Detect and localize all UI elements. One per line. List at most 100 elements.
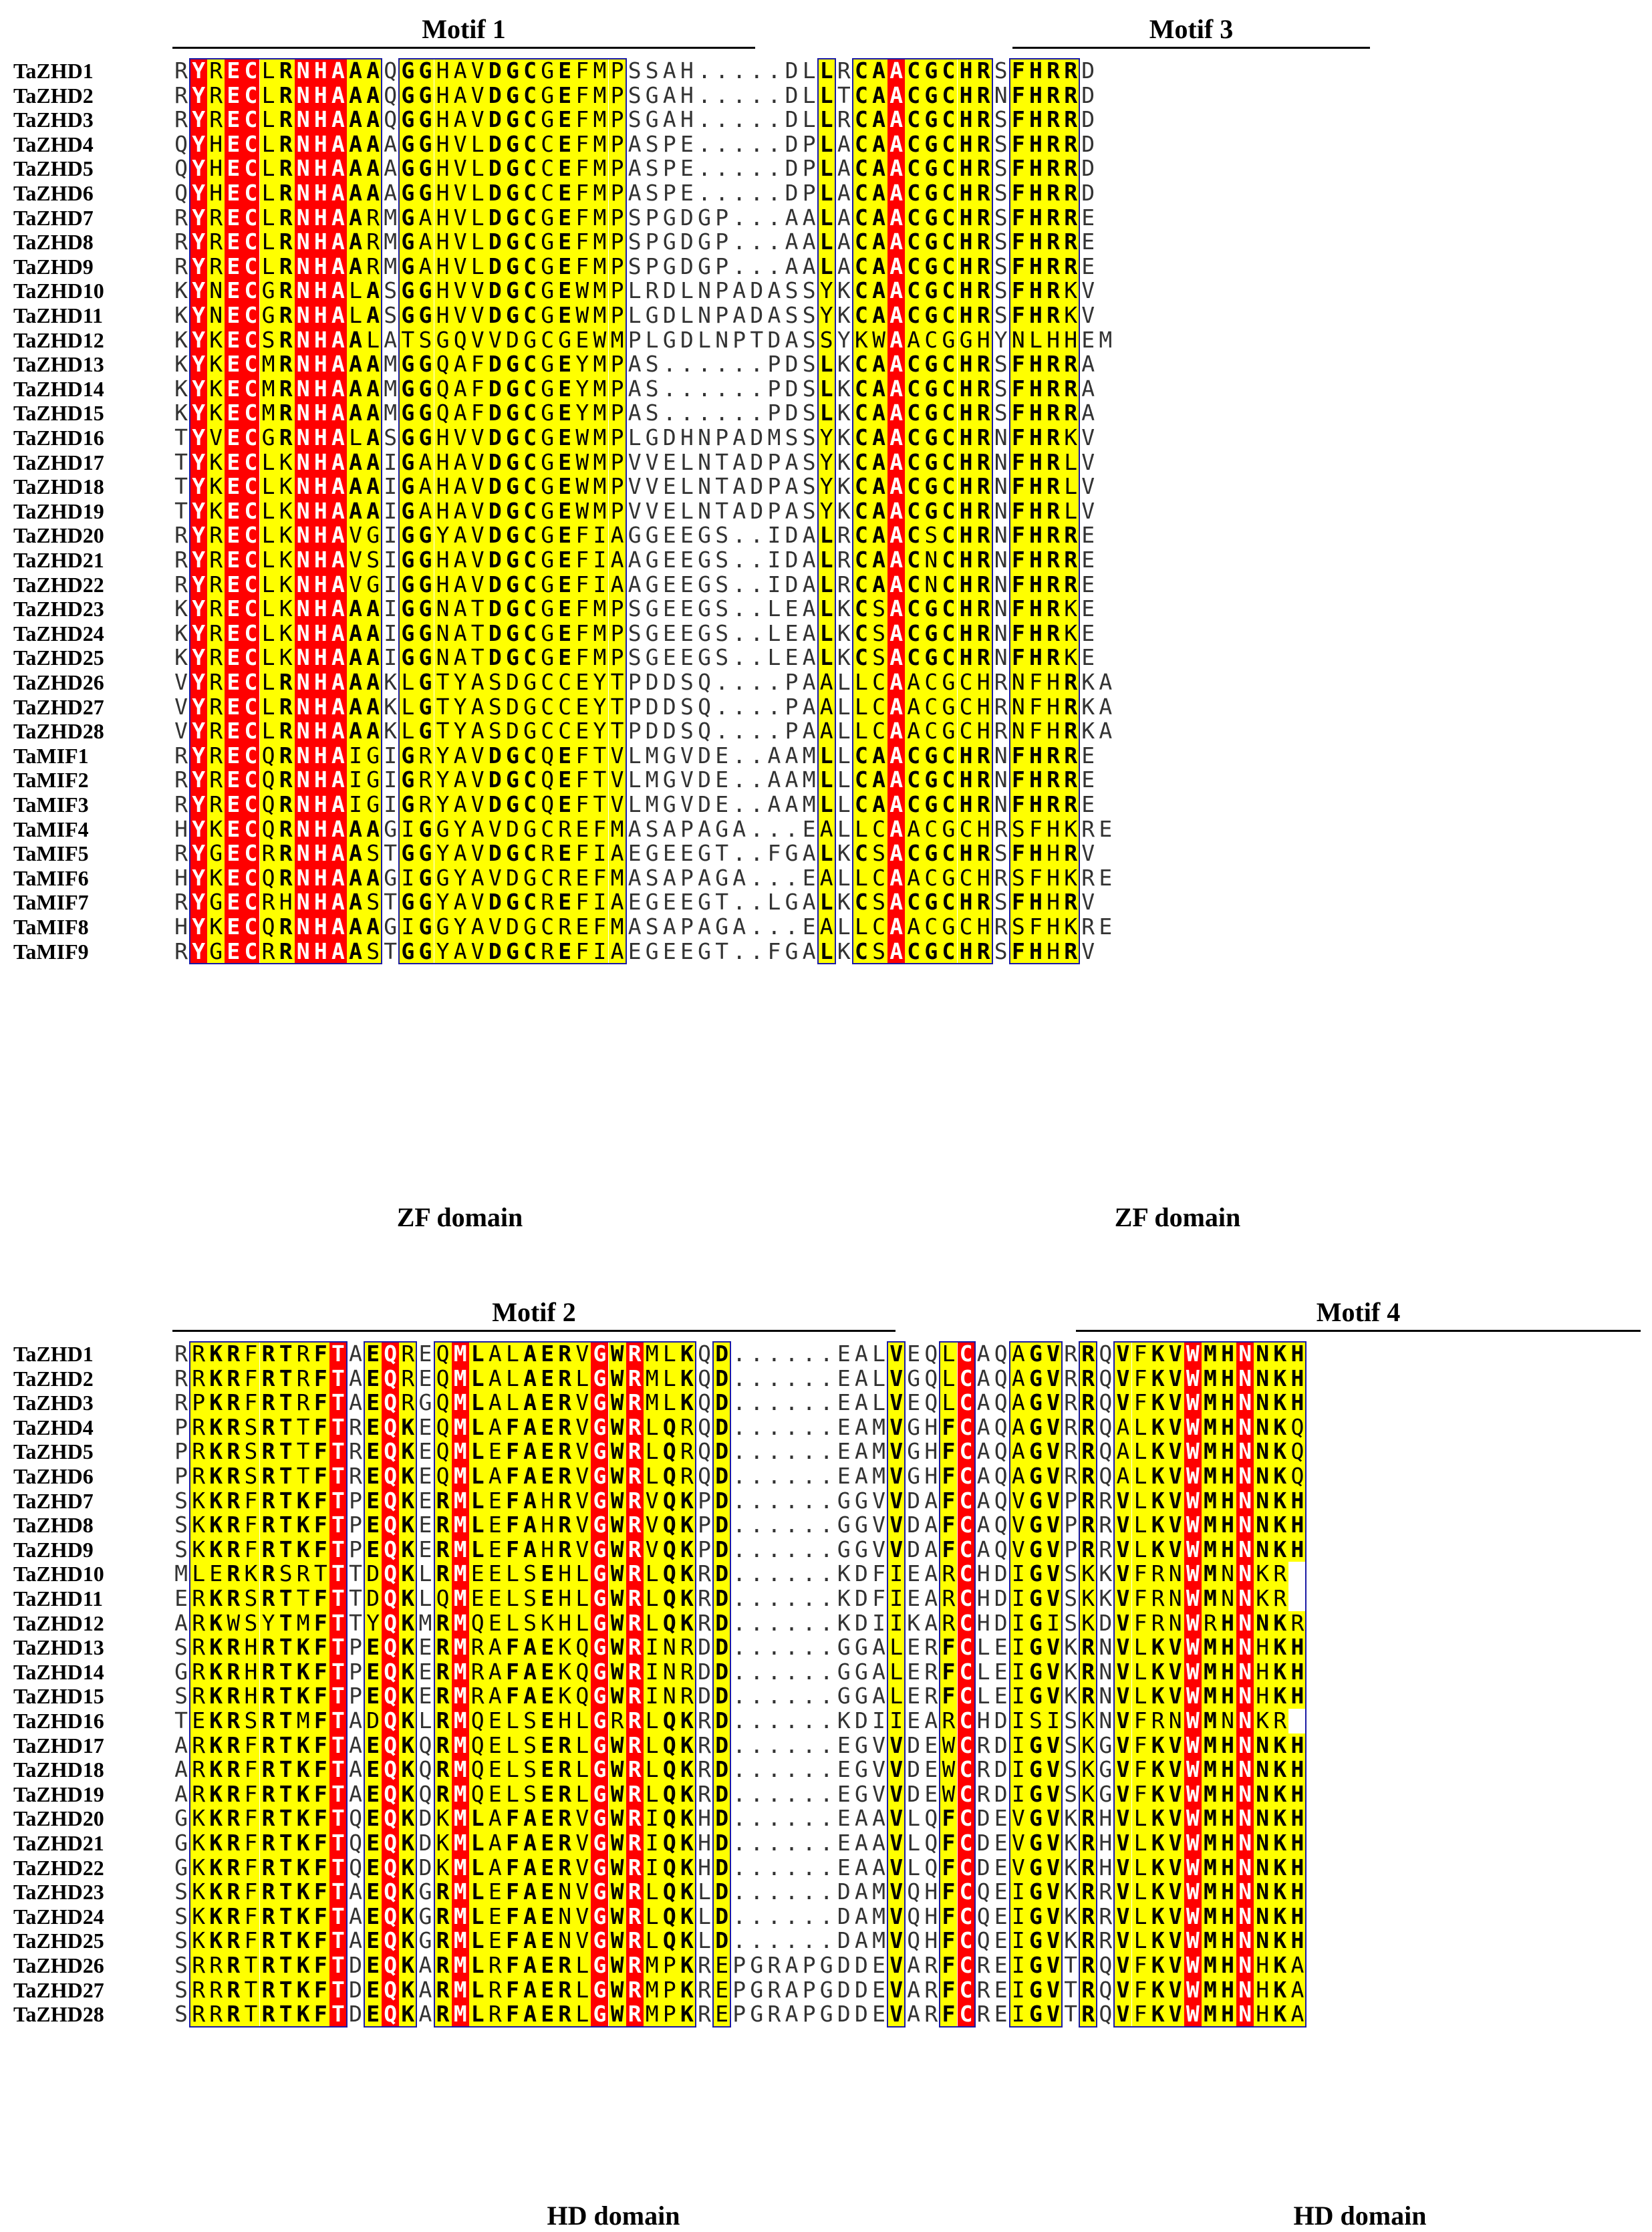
residue: K	[172, 401, 190, 426]
residue: H	[1219, 1537, 1237, 1562]
residue: A	[1097, 719, 1114, 744]
residue: R	[207, 694, 225, 720]
residue: R	[608, 1708, 626, 1733]
residue: D	[696, 743, 713, 769]
residue: G	[416, 939, 434, 964]
residue: R	[364, 230, 382, 255]
residue: R	[1079, 1684, 1097, 1709]
residue: E	[713, 1953, 731, 1978]
residue: T	[329, 1806, 347, 1831]
residue: A	[521, 1391, 539, 1415]
residue: E	[486, 1758, 504, 1782]
residue: D	[713, 1513, 731, 1538]
residue: E	[556, 108, 574, 132]
residue: A	[887, 156, 906, 181]
residue: A	[451, 743, 469, 769]
residue: S	[172, 1684, 190, 1709]
residue: K	[1254, 1708, 1272, 1733]
residue: G	[644, 646, 661, 670]
residue: N	[294, 817, 312, 842]
residue: .	[730, 401, 748, 426]
residue: K	[207, 1929, 225, 1953]
residue: E	[1079, 230, 1097, 255]
residue: N	[294, 523, 312, 548]
residue: R	[974, 279, 992, 303]
residue: .	[801, 1830, 818, 1856]
residue: L	[626, 425, 644, 450]
residue: H	[1254, 1953, 1272, 1978]
residue: R	[1079, 1830, 1097, 1856]
residue: E	[1079, 621, 1097, 646]
residue: Q	[382, 1463, 400, 1489]
residue: V	[870, 1758, 887, 1782]
residue: Q	[1097, 1977, 1114, 2003]
residue: E	[364, 1391, 382, 1415]
residue: Q	[434, 401, 452, 426]
residue: Q	[696, 1391, 713, 1415]
residue: M	[591, 621, 609, 646]
residue: G	[364, 743, 382, 769]
residue: R	[974, 646, 992, 670]
residue: L	[573, 1733, 591, 1758]
residue: V	[887, 1806, 906, 1831]
residue: F	[503, 1463, 521, 1489]
residue: P	[801, 156, 818, 181]
residue: S	[242, 1611, 260, 1636]
residue: L	[870, 1341, 887, 1367]
residue: A	[783, 768, 801, 793]
residue: V	[1079, 499, 1097, 524]
residue: L	[870, 1391, 887, 1415]
residue: Y	[190, 792, 208, 817]
residue: F	[311, 2002, 329, 2027]
residue: .	[783, 1341, 801, 1367]
residue: N	[992, 450, 1010, 475]
residue: T	[329, 1537, 347, 1562]
residue: F	[573, 572, 591, 597]
residue: R	[992, 817, 1010, 842]
residue: Q	[382, 1488, 400, 1514]
residue: H	[434, 230, 452, 255]
residue: A	[1009, 1463, 1027, 1489]
residue: K	[277, 547, 295, 573]
residue: C	[852, 83, 870, 108]
residue: M	[1201, 1439, 1219, 1464]
residue: S	[992, 890, 1010, 915]
residue: F	[1131, 1953, 1149, 1978]
residue: E	[992, 1806, 1010, 1831]
residue: .	[748, 254, 765, 279]
residue: V	[486, 865, 504, 891]
residue: C	[870, 719, 888, 744]
residue: E	[1097, 914, 1114, 940]
residue: G	[503, 376, 521, 402]
residue: V	[887, 1782, 906, 1807]
residue: P	[765, 474, 783, 499]
residue: R	[434, 1562, 452, 1586]
residue: A	[347, 621, 365, 646]
residue: A	[451, 890, 469, 915]
residue: G	[399, 597, 417, 621]
residue: Q	[696, 1366, 713, 1391]
residue: R	[207, 1953, 225, 1978]
residue: K	[399, 1537, 417, 1562]
residue: A	[347, 890, 365, 915]
residue: Y	[434, 841, 452, 866]
residue: K	[1149, 1439, 1167, 1464]
residue: Y	[190, 817, 208, 842]
residue: H	[311, 768, 329, 793]
residue: N	[1254, 1929, 1272, 1953]
residue: F	[573, 621, 591, 646]
residue: L	[660, 1341, 678, 1367]
residue: T	[277, 2002, 295, 2027]
residue: K	[835, 1611, 853, 1636]
residue: T	[399, 327, 417, 353]
residue: .	[818, 1562, 835, 1586]
residue: L	[468, 1830, 487, 1856]
residue: C	[905, 230, 923, 255]
residue: C	[905, 180, 923, 206]
residue: G	[382, 914, 399, 940]
residue: H	[1026, 425, 1045, 450]
residue: A	[486, 1806, 504, 1831]
residue: E	[835, 1439, 853, 1464]
residue: T	[277, 1904, 295, 1929]
residue: L	[259, 132, 277, 157]
